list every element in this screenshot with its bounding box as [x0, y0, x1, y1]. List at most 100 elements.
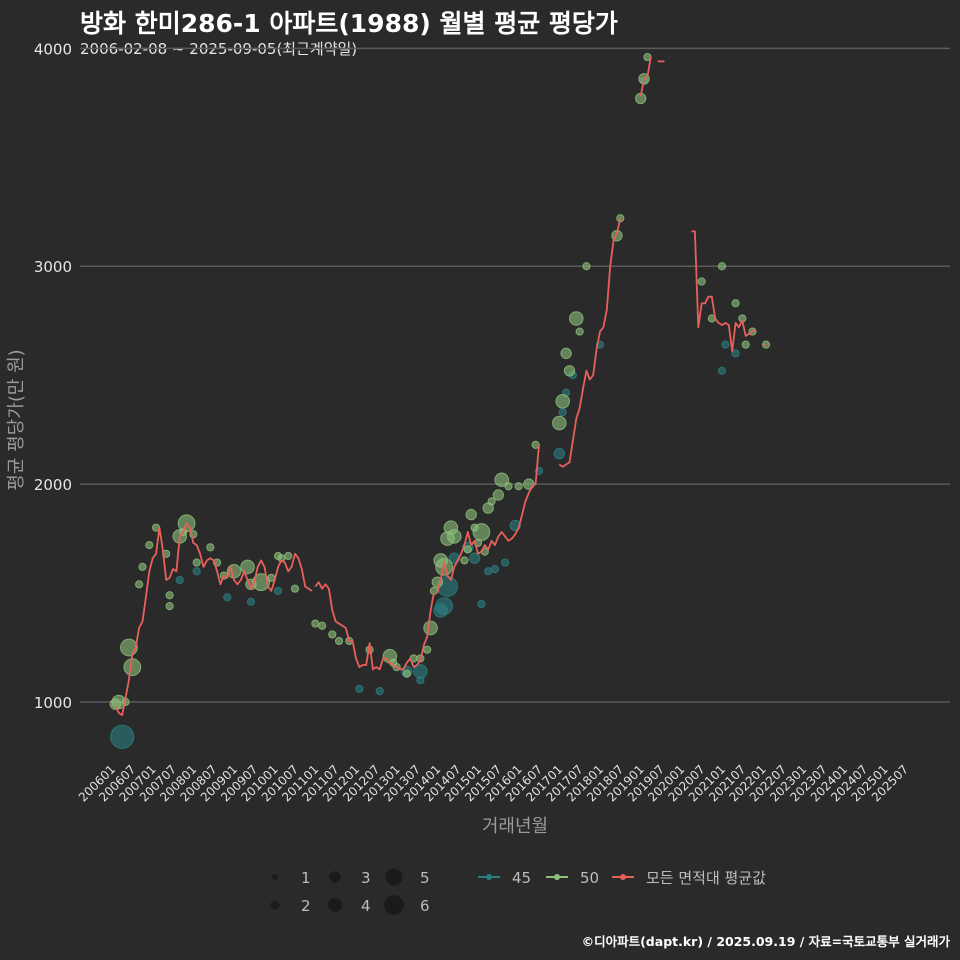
- y-tick-label: 2000: [34, 476, 72, 494]
- point-series-50: [487, 497, 496, 506]
- point-series-50: [192, 558, 201, 567]
- point-series-45: [355, 684, 364, 694]
- point-series-45: [468, 552, 481, 564]
- point-series-50: [318, 621, 327, 630]
- legend-size-dot: [271, 873, 279, 881]
- legend-size-dot: [327, 897, 343, 913]
- point-series-50: [472, 523, 491, 541]
- legend-size-label: 3: [361, 869, 371, 887]
- legend-size-label: 4: [361, 897, 371, 915]
- point-series-50: [494, 472, 510, 488]
- y-tick-label: 4000: [34, 40, 72, 58]
- point-series-50: [555, 394, 571, 409]
- point-series-50: [563, 365, 576, 377]
- legend-size-label: 6: [420, 897, 430, 915]
- point-series-45: [273, 586, 283, 595]
- point-series-45: [731, 349, 740, 358]
- y-tick-labels: 1000 2000 3000 4000: [34, 40, 72, 712]
- point-series-50: [731, 299, 740, 308]
- point-series-50: [560, 347, 572, 360]
- point-series-45: [223, 593, 232, 602]
- average-line-segment: [558, 218, 622, 468]
- point-series-50: [252, 573, 271, 592]
- point-series-50: [402, 669, 411, 678]
- legend-size-label: 1: [301, 869, 311, 887]
- point-series-45: [484, 567, 493, 576]
- average-line-segment: [314, 581, 435, 671]
- point-series-50: [582, 262, 591, 271]
- point-series-50: [531, 440, 540, 449]
- legend-size-dot: [385, 868, 403, 886]
- point-series-45: [110, 724, 135, 749]
- point-series-50: [568, 311, 584, 326]
- point-series-45: [490, 564, 500, 574]
- point-series-50: [311, 619, 320, 628]
- point-series-50: [552, 415, 567, 431]
- legend-point-key: [486, 874, 492, 880]
- grid-lines: [80, 47, 950, 703]
- point-series-45: [477, 599, 486, 609]
- point-series-50: [328, 630, 337, 639]
- point-series-45: [192, 567, 201, 576]
- point-series-45: [553, 447, 566, 460]
- point-series-45: [558, 408, 567, 417]
- point-series-50: [575, 327, 584, 336]
- average-line-segment: [436, 444, 540, 594]
- point-series-45: [175, 575, 184, 585]
- point-series-45: [501, 558, 510, 567]
- point-series-50: [504, 482, 513, 491]
- point-series-50: [240, 559, 255, 575]
- legend-size-dot: [270, 900, 280, 910]
- point-series-50: [423, 645, 432, 654]
- legend-series-label: 50: [580, 869, 599, 887]
- point-series-50: [206, 543, 215, 552]
- legend-size-dot: [384, 895, 404, 915]
- point-series-50: [463, 545, 472, 554]
- point-series-50: [717, 262, 727, 271]
- point-series-50: [460, 556, 469, 565]
- point-series-45: [375, 686, 384, 696]
- point-series-50: [741, 340, 750, 349]
- point-series-50: [514, 482, 523, 491]
- point-series-50: [465, 508, 477, 521]
- legend-point-key: [554, 874, 560, 880]
- point-series-50: [165, 591, 174, 600]
- y-axis-label: 평균 평당가(만 원): [6, 349, 27, 490]
- legend-point-key: [620, 874, 626, 880]
- legend-series-label: 모든 면적대 평균값: [646, 869, 766, 887]
- point-series-50: [145, 541, 154, 550]
- average-line-segment: [639, 56, 652, 97]
- average-line-segment: [114, 522, 313, 716]
- average-line: [114, 56, 767, 716]
- point-series-50: [643, 52, 652, 62]
- chart-title: 방화 한미286-1 아파트(1988) 월별 평균 평당가: [80, 9, 618, 38]
- point-series-45: [435, 597, 454, 616]
- point-series-50: [446, 529, 462, 544]
- point-series-50: [423, 620, 438, 636]
- x-axis-label: 거래년월: [482, 816, 548, 837]
- legend-size-label: 5: [420, 869, 430, 887]
- point-series-50: [290, 584, 300, 593]
- x-tick-labels: 2006012006072007012007072008012008072009…: [76, 762, 911, 804]
- point-series-45: [717, 366, 727, 375]
- y-tick-label: 3000: [34, 258, 72, 276]
- average-line-segment: [691, 230, 757, 353]
- y-tick-label: 1000: [34, 694, 72, 712]
- point-series-50: [492, 489, 505, 501]
- legend-series-label: 45: [512, 869, 531, 887]
- point-series-45: [721, 340, 730, 349]
- point-series-45: [246, 597, 256, 606]
- point-series-50: [334, 636, 344, 646]
- point-series-50: [138, 562, 147, 572]
- source-credit: ©디아파트(dapt.kr) / 2025.09.19 / 자료=국토교통부 실…: [581, 934, 950, 949]
- point-series-50: [284, 551, 293, 561]
- point-series-50: [165, 602, 174, 611]
- point-series-50: [135, 580, 144, 589]
- point-series-50: [697, 277, 706, 286]
- point-series-50: [123, 658, 142, 677]
- legend-size-label: 2: [301, 897, 311, 915]
- legend-size-dot: [329, 871, 341, 883]
- point-series-50: [523, 478, 535, 490]
